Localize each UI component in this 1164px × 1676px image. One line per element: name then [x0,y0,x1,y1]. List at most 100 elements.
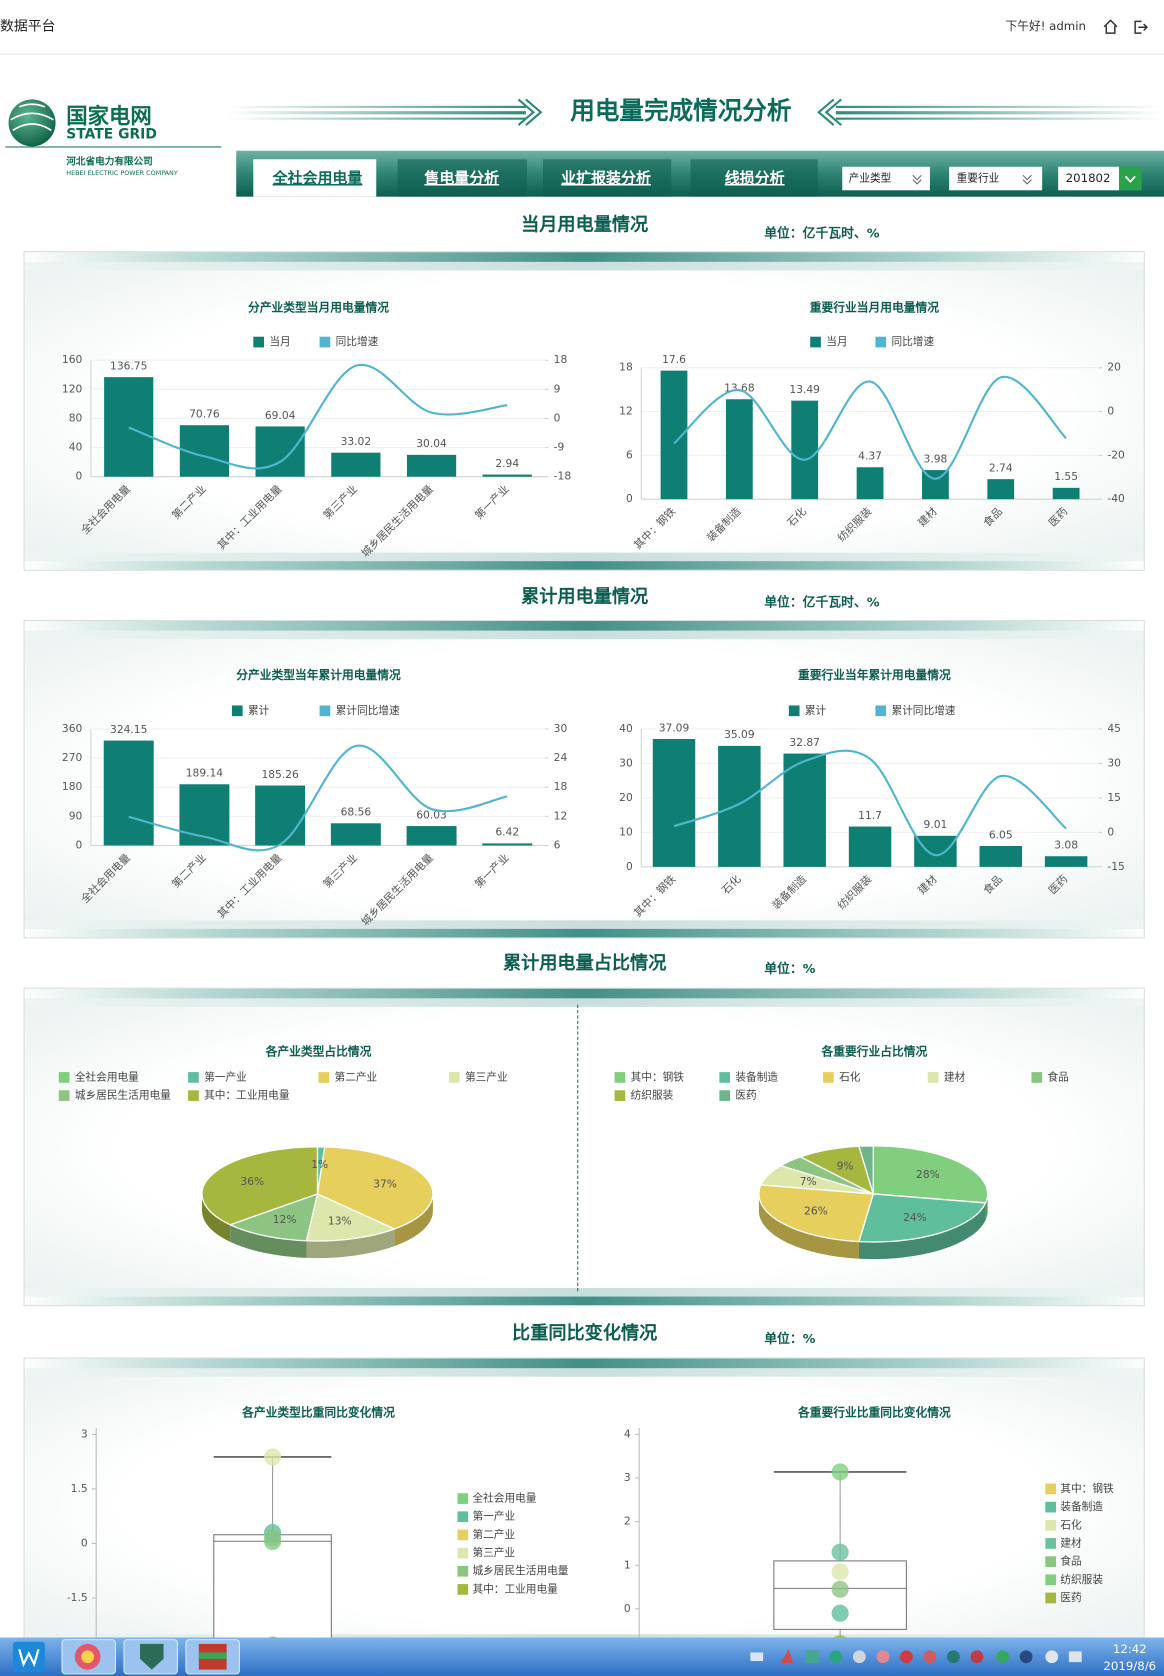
legend-swatch [719,1090,731,1101]
legend-swatch [457,1584,469,1595]
y-tick-label: 3 [624,1471,631,1484]
y2-tick-label: -40 [1107,492,1125,505]
bar [1052,487,1080,500]
app-icon [81,1650,95,1664]
y2-tick-label: -9 [554,441,565,454]
y-tick-label: 180 [62,780,83,793]
legend-swatch [457,1565,469,1577]
legend-label: 建材 [944,1070,966,1083]
bar [406,454,457,477]
logo-arcs [10,103,54,132]
y-tick-label: 6 [626,448,633,461]
y2-tick-label: 0 [554,411,561,424]
chart-title: 各重要行业比重同比变化情况 [797,1406,951,1420]
tab[interactable]: 业扩报装分析 [561,169,651,187]
panel-band [24,988,1144,999]
legend-swatch [1045,1538,1057,1549]
value-label: 2.74 [989,461,1013,474]
section-title: 累计用电量占比情况 [503,952,666,974]
legend-label: 第一产业 [204,1070,247,1083]
legend-swatch [719,1072,731,1083]
select-box[interactable] [842,166,930,191]
start-button[interactable] [12,1641,45,1672]
chart-title: 重要行业当月用电量情况 [810,300,939,314]
point [831,1563,849,1581]
value-label: 32.87 [789,736,820,749]
legend-swatch [810,336,821,348]
y-tick-label: 360 [62,722,83,735]
legend-label: 医药 [735,1089,757,1102]
tab-bg [690,159,818,197]
legend-label: 第二产业 [335,1070,378,1083]
y2-tick-label: 15 [1107,791,1121,804]
bar [856,467,884,500]
pie-slice [228,1192,319,1242]
pie-slice [872,1145,989,1204]
logo-company-cn: 河北省电力有限公司 [66,155,153,167]
panel-band [24,920,1144,929]
chart-title: 各产业类型占比情况 [265,1044,372,1058]
slice-label: 24% [903,1211,927,1224]
select-button[interactable] [1119,166,1142,191]
select-value[interactable]: 重要行业 [957,172,1000,185]
legend-label: 装备制造 [735,1070,778,1083]
legend-swatch [1045,1574,1057,1586]
value-label: 2.94 [495,457,519,470]
bar [725,399,753,500]
value-label: 1.55 [1054,470,1078,483]
y-tick-label: 30 [619,756,633,769]
y2-tick-label: 18 [554,780,568,793]
bar [482,843,533,846]
legend-label: 城乡居民生活用电量 [472,1564,568,1577]
y2-tick-label: 0 [1107,405,1114,418]
value-label: 189.14 [186,767,224,780]
legend-swatch [1045,1592,1057,1604]
bar [791,400,819,500]
select-box[interactable] [949,166,1043,191]
select-value[interactable]: 产业类型 [849,172,892,185]
y-tick-label: 80 [69,411,83,424]
tab[interactable]: 售电量分析 [424,169,499,187]
select-chevron [1124,175,1136,183]
value-label: 30.04 [416,437,447,450]
line [673,375,1067,480]
y2-tick-label: -15 [1107,860,1124,873]
legend-swatch [319,705,331,717]
panel [23,1357,1145,1653]
logout-icon[interactable] [1134,20,1148,34]
pie-slice-side [858,1202,986,1260]
panel-band [24,252,1144,262]
start-icon [18,1648,40,1668]
select-box[interactable] [1058,166,1120,191]
legend-swatch [448,1072,460,1083]
legend-swatch [614,1072,626,1083]
select-chevron [912,174,922,185]
slice-label: 12% [273,1213,297,1226]
bar [255,785,306,846]
section-unit: 单位：亿千瓦时、% [764,594,880,610]
line [128,363,508,470]
panel-band [24,621,1144,631]
legend-label: 其中：钢铁 [1060,1482,1114,1495]
app-icon [140,1643,164,1670]
bar [979,846,1023,867]
point [831,1463,849,1481]
tab[interactable]: 全社会用电量 [272,169,363,187]
value-label: 70.76 [189,408,220,421]
legend-swatch [788,705,800,717]
y-tick-label: 40 [69,441,83,454]
select-value[interactable]: 201802 [1066,171,1111,185]
y2-tick-label: 30 [1107,756,1121,769]
home-icon[interactable] [1103,19,1118,34]
bar [103,740,154,846]
tab-bg [542,159,672,197]
section-title: 当月用电量情况 [521,214,648,236]
logo-company-en: HEBEI ELECTRIC POWER COMPANY [66,169,178,177]
y2-tick-label: 18 [554,353,568,366]
tab-active-bg [253,159,377,197]
pie-slice [201,1146,319,1226]
page-title: 用电量完成情况分析 [570,96,791,125]
value-label: 6.42 [495,826,519,839]
y2-tick-label: 30 [554,722,568,735]
tab[interactable]: 线损分析 [725,169,785,187]
